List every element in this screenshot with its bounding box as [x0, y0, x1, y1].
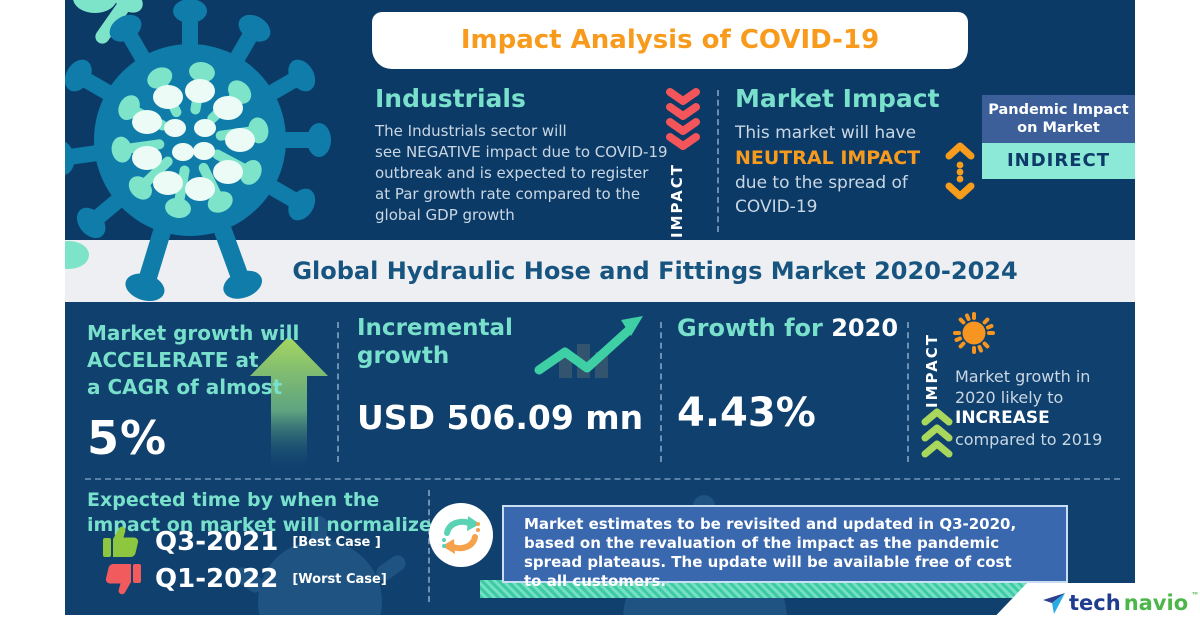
thumbs-up-icon — [103, 526, 139, 557]
best-case-value: Q3-2021 — [155, 527, 279, 557]
impact-2020-section: Market growth in 2020 likely to INCREASE… — [955, 366, 1102, 450]
worst-case-row: Q1-2022 [Worst Case] — [103, 562, 387, 596]
market-impact-title: Market Impact — [735, 84, 940, 113]
impact-2020-line: Market growth in — [955, 367, 1091, 386]
logo-strip: tech navio ™ — [985, 583, 1200, 627]
industrials-title: Industrials — [375, 84, 526, 113]
worst-case-value: Q1-2022 — [155, 564, 279, 594]
growth-2020-title: Growth for — [677, 314, 832, 342]
cagr-value: 5% — [87, 411, 168, 465]
coronavirus-illustration — [65, 0, 331, 306]
bottom-divider — [428, 490, 430, 602]
technavio-arrow-icon — [1043, 592, 1065, 614]
cagr-section: Market growth will ACCELERATE at a CAGR … — [87, 320, 299, 465]
worst-case-label: [Worst Case] — [292, 571, 387, 587]
industrials-body-line: outbreak and is expected to register — [375, 164, 649, 182]
market-impact-line: This market will have — [735, 123, 917, 143]
best-case-label: [Best Case ] — [292, 534, 381, 550]
thumbs-down-icon — [105, 564, 141, 595]
best-case-row: Q3-2021 [Best Case ] — [103, 525, 381, 559]
incremental-growth-section: Incremental growth USD 506.09 mn — [357, 314, 643, 437]
cagr-line: Market growth will — [87, 321, 300, 345]
infographic-content: Impact Analysis of COVID-19 Industrials … — [65, 0, 1135, 615]
impact-2020-label: IMPACT — [923, 333, 941, 408]
normalize-title-line: impact on market will normalize — [87, 514, 432, 536]
market-title: Global Hydraulic Hose and Fittings Marke… — [292, 257, 1018, 285]
market-impact-line: due to the spread of — [735, 173, 908, 193]
market-impact-highlight: NEUTRAL IMPACT — [735, 147, 921, 169]
header-banner: Impact Analysis of COVID-19 — [372, 12, 968, 69]
trend-arrow-icon — [534, 316, 643, 378]
top-section-divider — [717, 90, 719, 232]
stats-divider — [337, 322, 339, 462]
note-line: to all customers. — [524, 572, 667, 590]
market-impact-line: COVID-19 — [735, 197, 818, 217]
pandemic-impact-box: Pandemic Impact on Market INDIRECT — [982, 95, 1135, 179]
pandemic-box-title-line: on Market — [1017, 120, 1100, 136]
incremental-value: USD 506.09 mn — [357, 398, 644, 437]
normalize-section: Expected time by when the impact on mark… — [87, 488, 432, 538]
pandemic-box-value: INDIRECT — [982, 143, 1135, 179]
industrials-section: Industrials The Industrials sector will … — [375, 84, 668, 226]
refresh-icon — [429, 503, 493, 567]
industrials-impact-label: IMPACT — [668, 163, 686, 238]
cagr-line: ACCELERATE at — [87, 348, 259, 372]
logo-trademark: ™ — [1191, 591, 1200, 600]
incremental-title-line: Incremental — [357, 315, 513, 341]
note-line: based on the revaluation of the impact a… — [524, 534, 1000, 552]
growth-up-arrow-icon — [250, 336, 328, 472]
stats-divider — [907, 322, 909, 462]
note-line: Market estimates to be revisited and upd… — [524, 515, 1017, 533]
impact-2020-highlight: INCREASE — [955, 408, 1050, 428]
header-title: Impact Analysis of COVID-19 — [460, 25, 880, 55]
technavio-logo: tech navio ™ — [1043, 591, 1199, 615]
impact-2020-line: compared to 2019 — [955, 430, 1103, 449]
logo-text-navio: navio — [1123, 591, 1189, 615]
virus-orange-icon — [953, 312, 995, 354]
incremental-title-line: growth — [357, 343, 450, 369]
neutral-updown-arrows-icon — [945, 142, 975, 200]
growth-2020-section: Growth for 2020 4.43% — [677, 314, 899, 436]
growth-2020-year: 2020 — [831, 314, 899, 342]
industrials-body-line: global GDP growth — [375, 206, 515, 224]
logo-text-tech: tech — [1069, 591, 1121, 615]
note-line: spread plateaus. The update will be avai… — [524, 553, 1012, 571]
cagr-line: a CAGR of almost — [87, 375, 283, 399]
increase-up-chevrons-icon — [921, 408, 953, 458]
industrials-body-line: see NEGATIVE impact due to COVID-19 — [375, 143, 668, 161]
impact-down-chevrons-icon — [666, 88, 700, 150]
market-impact-section: Market Impact This market will have NEUT… — [735, 84, 940, 219]
pandemic-box-title-line: Pandemic Impact — [988, 102, 1129, 118]
industrials-body-line: at Par growth rate compared to the — [375, 185, 641, 203]
row-divider — [85, 478, 1120, 480]
growth-2020-value: 4.43% — [677, 390, 816, 436]
impact-2020-line: 2020 likely to — [955, 388, 1064, 407]
stats-divider — [660, 322, 662, 462]
industrials-body-line: The Industrials sector will — [375, 122, 567, 140]
update-note: Market estimates to be revisited and upd… — [502, 505, 1068, 590]
note-box-shadow — [480, 580, 1056, 598]
normalize-title-line: Expected time by when the — [87, 489, 380, 511]
